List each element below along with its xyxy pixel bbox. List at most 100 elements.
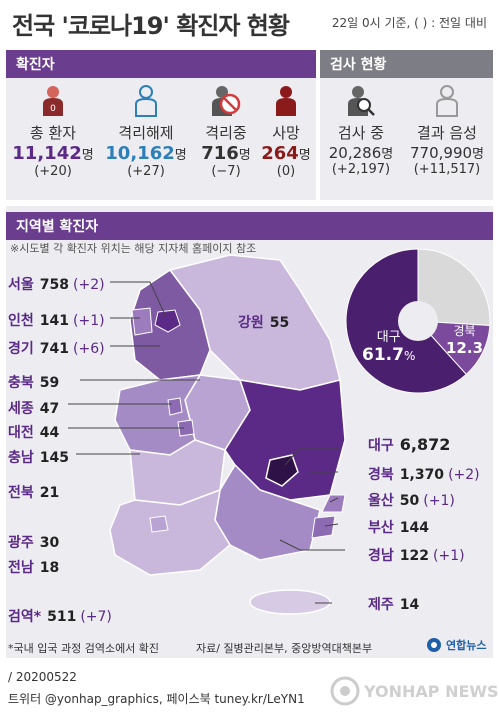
- stat-released: 격리해제 10,162명 (+27): [100, 84, 192, 179]
- pie-label-daegu-unit: %: [403, 349, 416, 363]
- pie-hole: [398, 301, 438, 341]
- region-count: 47: [39, 401, 60, 417]
- stat-negative-value: 770,990: [410, 144, 473, 162]
- region-count: 18: [39, 560, 60, 576]
- region-label: 제주 14: [368, 594, 419, 614]
- stat-total-label: 총 환자: [29, 124, 77, 142]
- region-count: 21: [39, 485, 60, 501]
- pie-label-gyeongbuk: 경북 12.3: [446, 322, 483, 357]
- regional-note: ※시도별 각 확진자 위치는 해당 지자체 홈페이지 참조: [10, 242, 257, 255]
- region-count: 741: [39, 341, 69, 357]
- region-label: 인천 141 (+1): [8, 310, 105, 330]
- stat-negative-unit: 명: [472, 147, 484, 162]
- publish-date: / 20200522: [8, 670, 77, 684]
- region-name: 경남: [368, 548, 394, 564]
- region-name: 광주: [8, 535, 34, 551]
- region-label: 충남 145: [8, 447, 69, 467]
- region-name: 울산: [368, 493, 394, 509]
- region-count: 758: [39, 277, 69, 293]
- map-region-gwangju: [149, 515, 169, 533]
- map-region-sejong: [167, 397, 183, 416]
- region-count: 50: [399, 493, 420, 509]
- stat-isolated-label: 격리중: [205, 124, 247, 142]
- watermark: YONHAP NEWS: [330, 676, 499, 706]
- stat-isolated-value: 716: [201, 143, 239, 164]
- region-count: 6,872: [399, 435, 451, 454]
- map-region-seoul: [154, 309, 181, 333]
- svg-text:0: 0: [50, 104, 56, 114]
- map-region-daegu: [265, 454, 299, 487]
- source-note: 자료/ 질병관리본부, 중앙방역대책본부: [196, 642, 373, 655]
- stat-testing-value: 20,286: [328, 144, 382, 162]
- sns-info: 트위터 @yonhap_graphics, 페이스북 tuney.kr/LeYN…: [8, 692, 305, 706]
- region-label: 검역* 511 (+7): [8, 606, 112, 626]
- region-label: 충북 59: [8, 372, 59, 392]
- pie-label-gyeongbuk-name: 경북: [453, 324, 476, 338]
- yonhap-brand-name: 연합뉴스: [446, 639, 487, 652]
- map-region-jeju: [249, 589, 331, 615]
- region-label: 대구 6,872: [368, 435, 450, 455]
- region-name: 검역*: [8, 609, 42, 625]
- region-count: 44: [39, 425, 60, 441]
- yonhap-logo-icon: [427, 638, 441, 652]
- pie-slice: [417, 248, 491, 327]
- region-change: (+1): [73, 313, 105, 329]
- yonhap-brand: 연합뉴스: [426, 637, 486, 653]
- region-label: 전남 18: [8, 557, 59, 577]
- region-label: 대전 44: [8, 422, 59, 442]
- stat-total-value: 11,142: [12, 143, 82, 164]
- region-name: 경기: [8, 341, 34, 357]
- pie-chart: [345, 248, 491, 394]
- region-label: 강원 55: [238, 312, 289, 332]
- stat-deaths: 사망 264명 (0): [258, 84, 314, 179]
- pie-label-daegu-name: 대구: [376, 330, 401, 345]
- region-change: (+6): [73, 341, 105, 357]
- stat-testing-label: 검사 중: [337, 124, 385, 142]
- stat-released-label: 격리해제: [118, 124, 174, 142]
- stat-deaths-unit: 명: [298, 148, 311, 163]
- region-label: 광주 30: [8, 532, 59, 552]
- confirmed-panel: 확진자: [6, 50, 316, 200]
- region-name: 서울: [8, 277, 34, 293]
- region-change: (+2): [448, 467, 480, 483]
- stat-total-change: (+20): [34, 164, 72, 179]
- region-count: 14: [399, 597, 420, 613]
- pie-label-gyeongbuk-value: 12.3: [446, 339, 484, 357]
- region-name: 대구: [368, 438, 394, 454]
- stat-negative: 결과 음성 770,990명 (+11,517): [402, 84, 492, 177]
- confirmed-section-header: 확진자: [6, 50, 316, 78]
- region-label: 경북 1,370 (+2): [368, 464, 480, 484]
- person-deceased-icon: [276, 86, 296, 116]
- stat-isolated-unit: 명: [238, 148, 251, 163]
- person-prohibited-icon: [212, 86, 241, 116]
- region-name: 전북: [8, 485, 34, 501]
- pie-label-daegu-value: 61.7: [362, 345, 404, 365]
- pie-label-daegu: 대구 61.7%: [362, 326, 415, 365]
- page-title: 전국 '코로나19' 확진자 현황: [12, 12, 290, 40]
- person-outline-gray-icon: [436, 85, 458, 117]
- testing-section-header: 검사 현황: [320, 50, 493, 78]
- region-count: 145: [39, 450, 69, 466]
- region-name: 세종: [8, 401, 34, 417]
- stat-testing-change: (+2,197): [331, 162, 391, 177]
- stat-isolated: 격리중 716명 (−7): [194, 84, 258, 179]
- map-region-chungnam: [114, 374, 202, 456]
- region-change: (+7): [80, 609, 112, 625]
- stat-deaths-label: 사망: [272, 124, 300, 142]
- region-change: (+2): [73, 277, 105, 293]
- region-label: 전북 21: [8, 482, 59, 502]
- airport-note: *국내 입국 과정 검역소에서 확진: [8, 642, 160, 655]
- map-region-incheon: [131, 307, 153, 336]
- person-outline-icon: [135, 85, 157, 117]
- region-label: 울산 50 (+1): [368, 490, 455, 510]
- region-label: 서울 758 (+2): [8, 274, 105, 294]
- region-count: 122: [399, 548, 429, 564]
- region-name: 전남: [8, 560, 34, 576]
- person-search-icon: [348, 86, 375, 116]
- testing-panel: 검사 현황: [320, 50, 493, 200]
- region-name: 강원: [238, 315, 264, 331]
- region-label: 부산 144: [368, 517, 429, 537]
- region-label: 경남 122 (+1): [368, 545, 465, 565]
- stat-negative-label: 결과 음성: [417, 124, 477, 142]
- map-region-daejeon: [177, 419, 195, 437]
